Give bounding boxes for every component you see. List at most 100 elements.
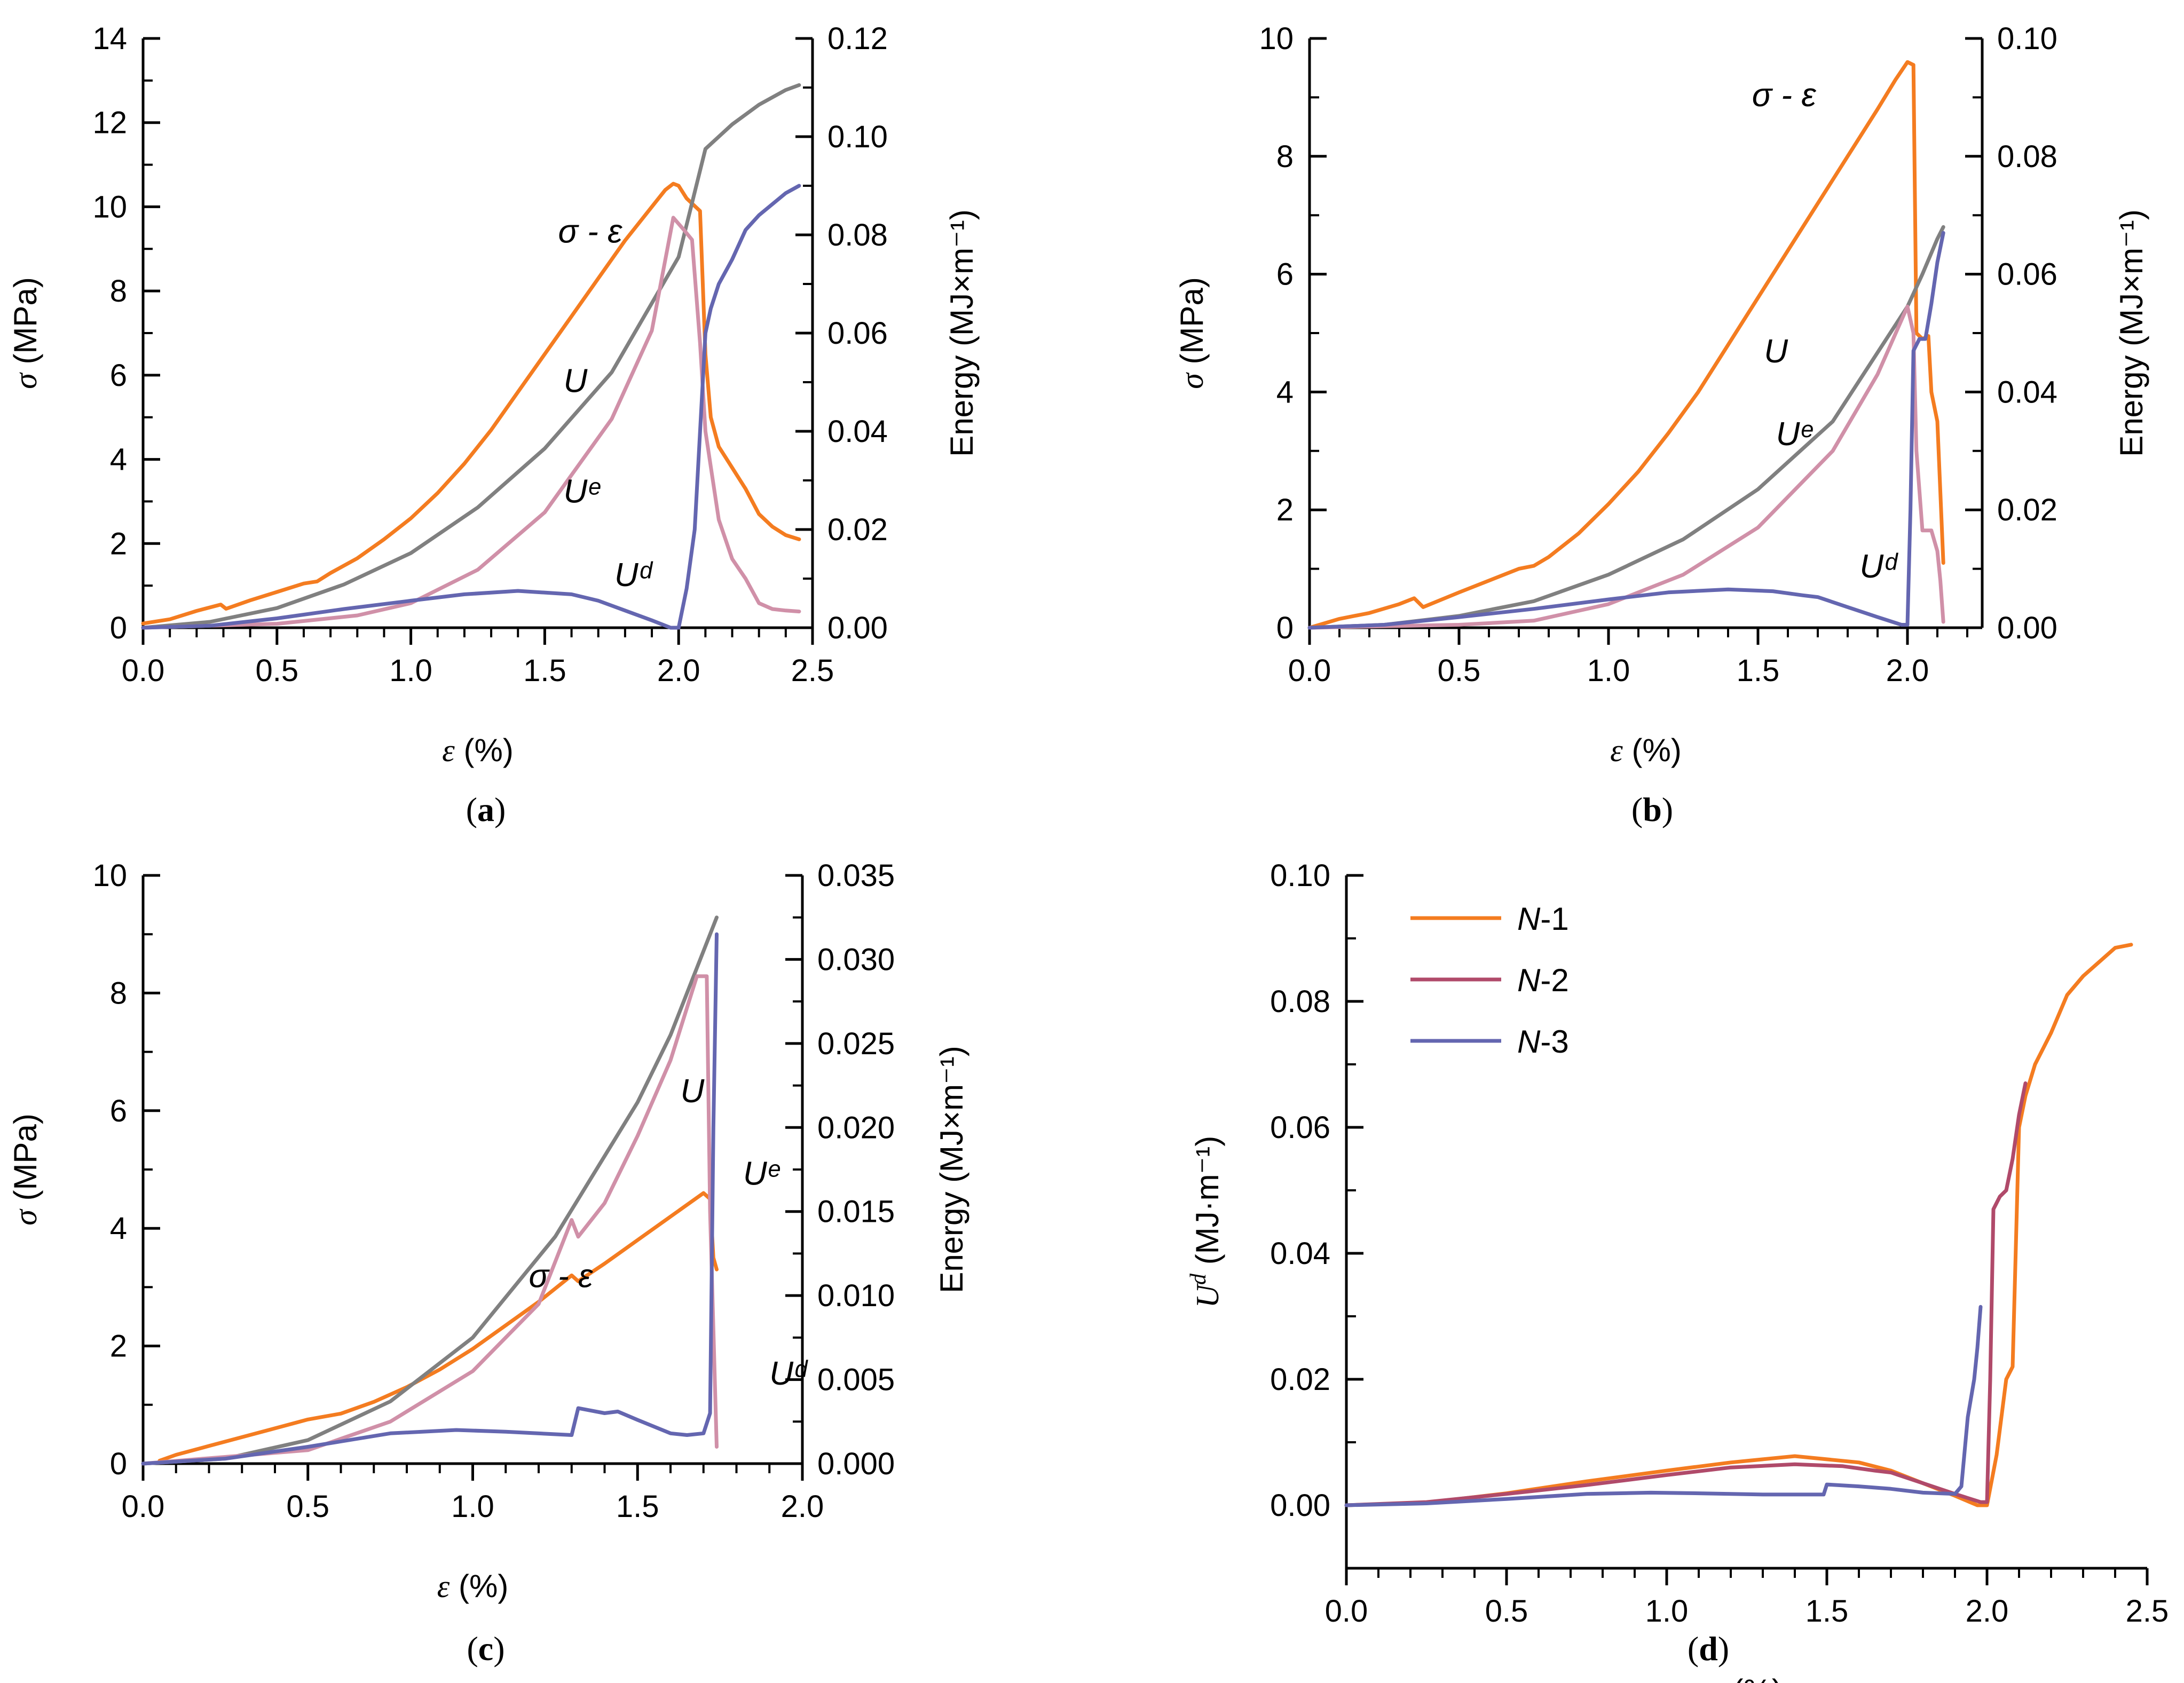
label-total-energy: U	[1764, 333, 1788, 370]
y2-axis-title: Energy (MJ×m⁻¹)	[944, 209, 980, 456]
panel-caption: (b)	[1631, 791, 1673, 828]
series-σ - ε	[141, 181, 801, 626]
y-axis-title: Ud (MJ·m⁻¹)	[1186, 1136, 1225, 1308]
series-Uᵉ	[141, 974, 719, 1466]
panel-caption: (a)	[466, 791, 506, 828]
y2-tick-label: 0.030	[817, 942, 895, 977]
series-Uᵈ	[141, 932, 719, 1466]
legend-label: N-1	[1517, 901, 1569, 937]
x-tick-label: 1.0	[389, 653, 432, 688]
label-elastic-energy: Uᵉ	[743, 1155, 780, 1192]
series-Uᵈ	[141, 184, 801, 630]
y2-tick-label: 0.000	[817, 1447, 895, 1481]
chart-panel-a: 0.0 0.5 1.0 1.5 2.0 2.5 0 2 4 6 8 10 12 14 0.00 0.02 0.0…	[7, 21, 980, 828]
y2-tick-label: 0.08	[827, 218, 888, 252]
x-tick-label: 0.5	[1438, 653, 1481, 688]
x-tick-label: 0.0	[122, 1489, 165, 1524]
y2-tick-label: 0.00	[827, 611, 888, 645]
x-tick-label: 1.5	[1737, 653, 1780, 688]
y-axis-title: σ (MPa)	[7, 277, 43, 389]
x-tick-label: 2.5	[2126, 1594, 2169, 1629]
series-N-2	[1344, 1081, 2028, 1507]
x-tick-label: 2.5	[791, 653, 834, 688]
y-tick-label: 8	[1276, 139, 1294, 174]
label-stress-strain: σ - ε	[558, 213, 622, 250]
y-tick-label: 6	[110, 1094, 127, 1128]
y-tick-label: 0.00	[1270, 1488, 1330, 1523]
y2-tick-label: 0.025	[817, 1026, 895, 1061]
x-tick-label: 0.5	[286, 1489, 329, 1524]
y-tick-label: 2	[110, 526, 127, 561]
y-tick-label: 0.08	[1270, 984, 1330, 1019]
y-tick-label: 6	[110, 358, 127, 393]
label-dissipated-energy: Uᵈ	[1859, 548, 1898, 585]
series-U	[141, 915, 719, 1466]
x-tick-label: 1.0	[1587, 653, 1630, 688]
y-tick-label: 4	[110, 1211, 127, 1246]
x-axis-title: ε (%)	[1610, 732, 1682, 768]
y-tick-label: 4	[110, 443, 127, 477]
y-tick-label: 14	[92, 21, 127, 56]
y-tick-label: 10	[1259, 21, 1294, 56]
y2-tick-label: 0.06	[1997, 257, 2057, 292]
panel-caption: (c)	[467, 1630, 504, 1668]
y2-tick-label: 0.06	[827, 316, 888, 351]
x-tick-label: 2.0	[657, 653, 700, 688]
y-tick-label: 0.06	[1270, 1110, 1330, 1145]
y-tick-label: 0.04	[1270, 1236, 1330, 1271]
y-tick-label: 6	[1276, 257, 1294, 292]
y-tick-label: 0.10	[1270, 858, 1330, 893]
series-U	[141, 83, 801, 630]
y-tick-label: 0	[110, 611, 127, 645]
label-total-energy: U	[564, 362, 588, 399]
y2-tick-label: 0.04	[1997, 375, 2057, 409]
x-tick-label: 2.0	[1966, 1594, 2009, 1629]
x-tick-label: 2.0	[1886, 653, 1929, 688]
label-dissipated-energy: Uᵈ	[769, 1355, 808, 1392]
y2-tick-label: 0.035	[817, 858, 895, 893]
series-Uᵈ	[1307, 231, 1945, 630]
x-tick-label: 2.0	[781, 1489, 824, 1524]
y2-tick-label: 0.08	[1997, 139, 2057, 174]
legend-label: N-2	[1517, 962, 1569, 998]
x-tick-label: 1.5	[523, 653, 566, 688]
y-tick-label: 4	[1276, 375, 1294, 409]
y2-tick-label: 0.015	[817, 1195, 895, 1229]
series-N-3	[1344, 1305, 1983, 1507]
legend: N-1 N-2 N-3	[1410, 901, 1569, 1060]
series-σ - ε	[1307, 60, 1945, 630]
y2-tick-label: 0.02	[1997, 493, 2057, 527]
x-tick-label: 0.5	[255, 653, 298, 688]
y2-tick-label: 0.00	[1997, 611, 2057, 645]
x-axis-title: ε (%)	[1711, 1673, 1783, 1683]
chart-panel-c: 0.0 0.5 1.0 1.5 2.0 0 2 4 6 8 10 0.000 0.005 0.010 0.0…	[7, 858, 969, 1668]
y2-tick-label: 0.020	[817, 1110, 895, 1145]
y-tick-label: 0	[1276, 611, 1294, 645]
x-tick-label: 0.0	[122, 653, 165, 688]
x-tick-label: 1.5	[1805, 1594, 1849, 1629]
y-axis-title: σ (MPa)	[1174, 277, 1210, 389]
y2-tick-label: 0.04	[827, 414, 888, 449]
y2-tick-label: 0.005	[817, 1363, 895, 1397]
chart-panel-b: 0.0 0.5 1.0 1.5 2.0 0 2 4 6 8 10 0.00 0.02 0.04 0.06 0.…	[1174, 21, 2149, 828]
y-tick-label: 0.02	[1270, 1362, 1330, 1397]
panel-caption: (d)	[1688, 1630, 1729, 1668]
x-tick-label: 1.0	[451, 1489, 494, 1524]
y-axis-title: σ (MPa)	[7, 1113, 43, 1226]
x-tick-label: 1.5	[616, 1489, 659, 1524]
y2-tick-label: 0.02	[827, 512, 888, 547]
label-dissipated-energy: Uᵈ	[614, 557, 653, 594]
legend-label: N-3	[1517, 1024, 1569, 1060]
y2-axis-title: Energy (MJ×m⁻¹)	[934, 1046, 969, 1293]
series-Uᵉ	[1307, 304, 1945, 630]
series-N-1	[1344, 943, 2133, 1507]
y2-tick-label: 0.010	[817, 1278, 895, 1313]
x-axis-title: ε (%)	[437, 1568, 509, 1604]
chart-panel-d: 0.0 0.5 1.0 1.5 2.0 2.5 0.00 0.02 0.04 0.06 0.08 0.…	[1186, 858, 2169, 1683]
x-tick-label: 1.0	[1645, 1594, 1689, 1629]
x-tick-label: 0.0	[1325, 1594, 1368, 1629]
label-elastic-energy: Uᵉ	[564, 473, 601, 510]
y-tick-label: 12	[92, 106, 127, 140]
series-σ - ε	[157, 1191, 719, 1463]
